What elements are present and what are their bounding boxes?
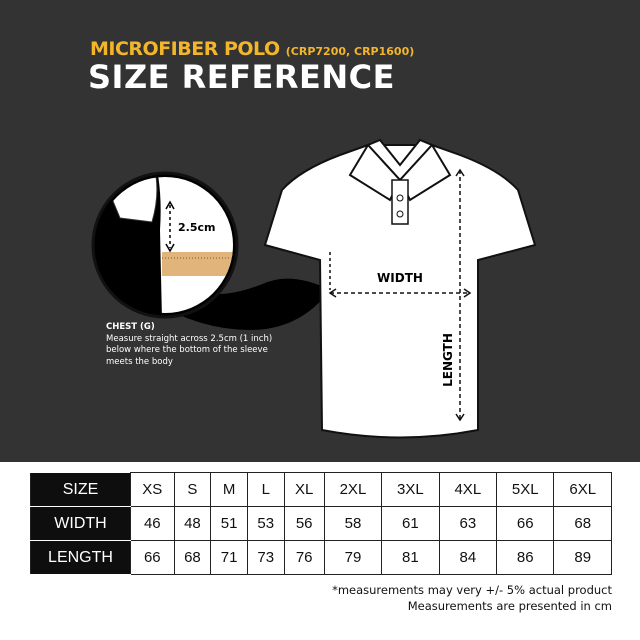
table-cell: 84	[438, 540, 498, 575]
row-header: LENGTH	[30, 540, 131, 575]
table-cell: 48	[173, 506, 212, 541]
table-cell: 58	[323, 506, 383, 541]
polo-shirt	[263, 144, 537, 439]
placket	[391, 179, 409, 225]
table-cell: 63	[438, 506, 498, 541]
chest-title: CHEST (G)	[106, 322, 155, 332]
length-label: LENGTH	[441, 333, 455, 387]
product-title: MICROFIBER POLO (CRP7200, CRP1600)	[90, 38, 414, 60]
table-cell: 61	[381, 506, 440, 541]
table-cell: 79	[323, 540, 383, 575]
table-row: WIDTH 46 48 51 53 56 58 61 63 66 68	[30, 506, 612, 541]
table-cell: S	[173, 472, 212, 507]
table-cell: M	[210, 472, 248, 507]
model-codes: (CRP7200, CRP1600)	[285, 45, 415, 58]
table-cell: XL	[283, 472, 325, 507]
table-cell: 56	[283, 506, 325, 541]
table-cell: 5XL	[496, 472, 555, 507]
table-cell: 46	[130, 506, 175, 541]
row-header: SIZE	[30, 472, 131, 507]
table-cell: 66	[130, 540, 175, 575]
product-name: MICROFIBER POLO	[90, 38, 280, 60]
table-cell: 3XL	[381, 472, 440, 507]
chest-text: Measure straight across 2.5cm (1 inch) b…	[106, 333, 273, 367]
footnote-variance: *measurements may very +/- 5% actual pro…	[332, 583, 612, 597]
table-cell: 4XL	[438, 472, 498, 507]
table-cell: 68	[173, 540, 212, 575]
chest-instructions: CHEST (G) Measure straight across 2.5cm …	[106, 322, 286, 368]
table-cell: 2XL	[323, 472, 383, 507]
footnote-units: Measurements are presented in cm	[407, 599, 612, 613]
table-cell: 68	[553, 506, 612, 541]
table-cell: 71	[210, 540, 248, 575]
collar	[348, 143, 452, 202]
table-cell: 66	[496, 506, 555, 541]
table-cell: 6XL	[553, 472, 612, 507]
table-cell: 86	[496, 540, 555, 575]
size-table: SIZE XS S M L XL 2XL 3XL 4XL 5XL 6XL WIDTH 46 48 51 53 5…	[30, 472, 612, 575]
table-cell: 51	[210, 506, 248, 541]
inset-measure-label: 2.5cm	[178, 221, 215, 234]
row-header: WIDTH	[30, 506, 131, 541]
table-cell: 73	[246, 540, 285, 575]
page-title: SIZE REFERENCE	[88, 58, 395, 96]
table-cell: L	[246, 472, 285, 507]
table-row: SIZE XS S M L XL 2XL 3XL 4XL 5XL 6XL	[30, 472, 612, 507]
ruler-icon	[162, 252, 233, 276]
polo-diagram: 2.5cm WIDTH LENGTH	[91, 138, 537, 439]
table-cell: XS	[130, 472, 175, 507]
table-cell: 76	[283, 540, 325, 575]
width-label: WIDTH	[377, 271, 423, 285]
table-cell: 89	[553, 540, 612, 575]
table-cell: 81	[381, 540, 440, 575]
table-row: LENGTH 66 68 71 73 76 79 81 84 86 89	[30, 540, 612, 575]
footnote: *measurements may very +/- 5% actual pro…	[332, 582, 612, 614]
table-cell: 53	[246, 506, 285, 541]
